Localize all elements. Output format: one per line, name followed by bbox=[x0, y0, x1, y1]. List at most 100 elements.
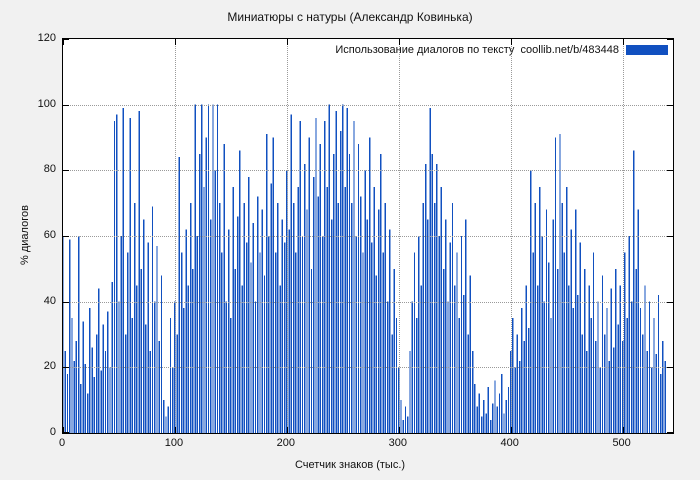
x-tick-mark bbox=[622, 39, 624, 45]
bar bbox=[196, 236, 199, 433]
bar bbox=[624, 252, 626, 433]
bar bbox=[642, 334, 644, 433]
bar bbox=[133, 203, 136, 433]
bar bbox=[604, 334, 606, 433]
bar bbox=[619, 285, 622, 433]
bar bbox=[75, 341, 78, 433]
bar bbox=[552, 219, 554, 433]
bar bbox=[261, 209, 263, 433]
y-tick-mark bbox=[667, 236, 673, 237]
bar bbox=[333, 153, 335, 433]
bar bbox=[344, 186, 346, 433]
bar bbox=[250, 262, 252, 433]
bar bbox=[223, 144, 225, 433]
h-gridline bbox=[63, 170, 673, 172]
bar bbox=[185, 229, 187, 433]
bar bbox=[355, 236, 357, 433]
bar bbox=[95, 334, 98, 433]
y-tick-mark bbox=[667, 39, 673, 40]
bar bbox=[288, 229, 290, 433]
bar bbox=[478, 393, 481, 433]
bar bbox=[375, 275, 378, 433]
y-tick-label: 120 bbox=[37, 32, 56, 44]
y-tick-mark bbox=[63, 432, 69, 433]
bar bbox=[588, 285, 590, 433]
bar bbox=[263, 275, 266, 433]
bar bbox=[487, 387, 490, 433]
bar bbox=[104, 350, 107, 433]
bar bbox=[415, 318, 418, 433]
bar bbox=[63, 236, 64, 433]
bar bbox=[163, 400, 165, 433]
bar bbox=[657, 295, 660, 433]
bar bbox=[431, 153, 434, 433]
bar bbox=[310, 268, 313, 433]
bar bbox=[563, 252, 566, 433]
bar bbox=[610, 288, 613, 433]
bar bbox=[281, 219, 284, 433]
bar bbox=[579, 242, 581, 433]
bar bbox=[313, 176, 315, 433]
bar bbox=[601, 275, 604, 433]
bar bbox=[465, 219, 467, 433]
v-gridline bbox=[174, 39, 176, 433]
bar bbox=[100, 370, 102, 433]
bar bbox=[360, 196, 362, 433]
bar bbox=[221, 252, 223, 433]
x-tick-mark bbox=[510, 39, 512, 45]
bar bbox=[241, 285, 243, 433]
bar bbox=[120, 236, 122, 433]
bar bbox=[402, 419, 404, 433]
y-tick-mark bbox=[63, 170, 69, 172]
bar bbox=[590, 318, 592, 433]
bar bbox=[80, 383, 82, 433]
bar bbox=[492, 403, 494, 433]
bar bbox=[429, 107, 431, 433]
bar bbox=[617, 324, 619, 433]
bar bbox=[230, 318, 232, 433]
bar bbox=[404, 406, 407, 433]
y-tick-mark bbox=[667, 170, 673, 172]
bar bbox=[297, 186, 299, 433]
bar bbox=[116, 114, 118, 433]
bar bbox=[570, 229, 572, 433]
v-gridline bbox=[510, 39, 512, 433]
bar bbox=[131, 318, 134, 433]
bar bbox=[66, 373, 69, 433]
y-tick-label: 100 bbox=[37, 97, 56, 110]
bar bbox=[467, 334, 469, 433]
bar bbox=[136, 285, 138, 433]
bar bbox=[445, 219, 447, 433]
bar bbox=[433, 203, 436, 433]
bar bbox=[595, 341, 597, 433]
y-tick-label: 80 bbox=[43, 163, 56, 176]
bar bbox=[422, 203, 425, 433]
bar bbox=[160, 275, 163, 433]
bar bbox=[84, 364, 87, 433]
bar bbox=[198, 153, 201, 433]
bar bbox=[371, 242, 373, 433]
x-tick-mark bbox=[286, 39, 288, 45]
bar bbox=[389, 229, 391, 433]
bar bbox=[227, 229, 230, 433]
bar bbox=[572, 308, 575, 433]
bar bbox=[357, 144, 360, 433]
bar bbox=[178, 157, 181, 433]
bar bbox=[521, 308, 523, 433]
bar bbox=[142, 219, 145, 433]
bar bbox=[245, 242, 248, 433]
bar bbox=[176, 334, 178, 433]
bar bbox=[400, 400, 402, 433]
bar bbox=[89, 308, 91, 433]
bar bbox=[646, 350, 648, 433]
bar bbox=[169, 318, 172, 433]
x-tick-label: 0 bbox=[58, 437, 66, 449]
bar bbox=[382, 252, 384, 433]
bar bbox=[268, 236, 270, 433]
x-tick-mark bbox=[398, 39, 400, 45]
bar bbox=[463, 295, 465, 433]
bar bbox=[548, 262, 550, 433]
bar bbox=[523, 341, 525, 433]
bar bbox=[368, 137, 371, 433]
